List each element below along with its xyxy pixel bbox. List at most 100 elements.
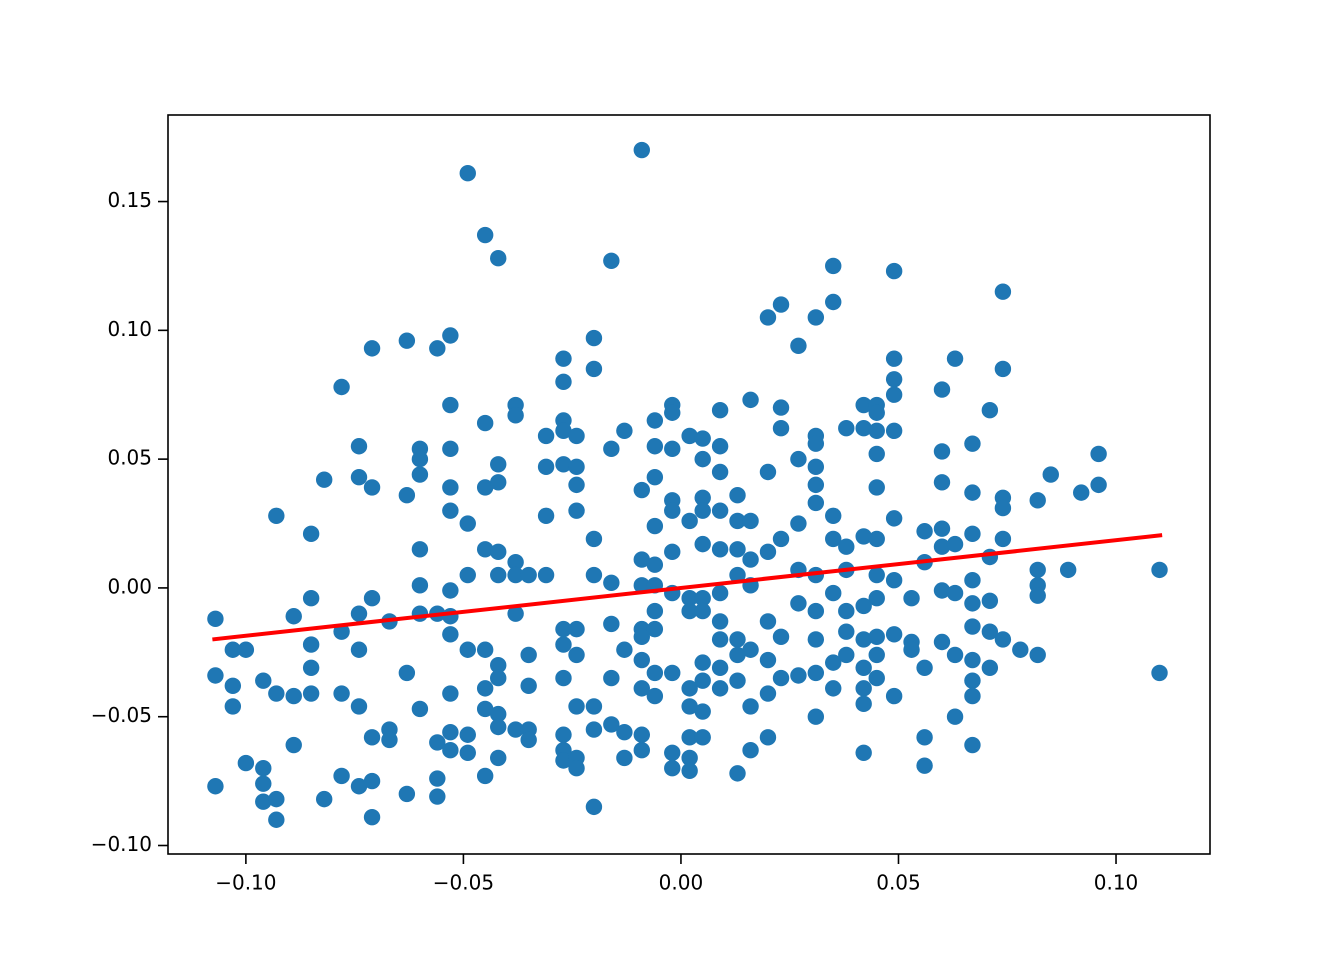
scatter-point xyxy=(555,669,572,687)
scatter-point xyxy=(994,631,1012,648)
scatter-point xyxy=(825,257,842,275)
scatter-point xyxy=(568,458,585,476)
scatter-point xyxy=(490,656,507,674)
scatter-point xyxy=(603,252,620,269)
scatter-point xyxy=(807,602,825,620)
scatter-point xyxy=(1059,561,1077,579)
scatter-point xyxy=(1029,492,1046,509)
scatter-point xyxy=(964,571,981,589)
scatter-point xyxy=(868,566,885,584)
scatter-point xyxy=(933,443,951,460)
scatter-point xyxy=(507,553,524,571)
scatter-point xyxy=(616,749,633,767)
scatter-point xyxy=(490,669,507,687)
scatter-point xyxy=(633,481,650,499)
scatter-point xyxy=(207,778,224,795)
scatter-point xyxy=(964,651,981,669)
scatter-point xyxy=(681,590,698,607)
scatter-point xyxy=(681,602,698,620)
scatter-point xyxy=(490,718,507,736)
scatter-point xyxy=(868,646,885,664)
scatter-point xyxy=(933,381,951,398)
scatter-point xyxy=(711,438,729,455)
scatter-point xyxy=(664,664,681,682)
scatter-point xyxy=(807,494,825,512)
scatter-point xyxy=(759,729,777,746)
scatter-point xyxy=(442,582,459,599)
scatter-point xyxy=(490,749,507,767)
x-tick-label: 0.05 xyxy=(876,871,921,895)
scatter-point xyxy=(633,551,650,568)
scatter-point xyxy=(442,723,459,741)
scatter-point xyxy=(585,530,603,548)
scatter-point xyxy=(646,468,664,486)
scatter-point xyxy=(1151,561,1168,579)
scatter-point xyxy=(694,489,711,506)
scatter-point xyxy=(585,798,603,816)
regression-line xyxy=(212,533,1163,642)
scatter-point xyxy=(855,631,872,648)
scatter-point xyxy=(711,541,729,558)
scatter-point xyxy=(585,566,603,584)
scatter-point xyxy=(255,775,272,792)
scatter-point xyxy=(681,512,698,530)
scatter-point xyxy=(646,620,664,638)
scatter-point xyxy=(868,479,885,496)
x-tick-label: 0.10 xyxy=(1094,871,1139,895)
scatter-point xyxy=(742,698,759,715)
scatter-point xyxy=(363,808,381,826)
scatter-point xyxy=(825,680,842,697)
scatter-point xyxy=(868,404,885,421)
scatter-point xyxy=(442,741,459,759)
scatter-point xyxy=(568,476,585,494)
scatter-point xyxy=(1029,646,1046,664)
scatter-point xyxy=(633,577,650,594)
scatter-point xyxy=(772,628,790,646)
scatter-point xyxy=(868,628,885,646)
scatter-point xyxy=(429,770,446,787)
scatter-point xyxy=(664,760,681,777)
scatter-point xyxy=(885,350,903,367)
scatter-point xyxy=(729,646,746,664)
scatter-point xyxy=(772,420,790,437)
scatter-point xyxy=(933,582,951,599)
scatter-point xyxy=(742,391,759,409)
scatter-point xyxy=(459,744,476,761)
scatter-point xyxy=(363,479,381,496)
scatter-point xyxy=(916,757,933,774)
scatter-point xyxy=(568,646,585,664)
scatter-point xyxy=(868,422,885,439)
scatter-point xyxy=(855,597,872,615)
scatter-point xyxy=(759,613,777,630)
scatter-point xyxy=(255,672,272,689)
scatter-point xyxy=(994,499,1012,517)
scatter-point xyxy=(603,669,620,687)
scatter-point xyxy=(664,502,681,519)
scatter-point xyxy=(476,414,494,432)
y-tick-label: −0.05 xyxy=(91,703,152,727)
scatter-point xyxy=(729,672,746,689)
scatter-point xyxy=(964,736,981,754)
scatter-point xyxy=(603,440,620,458)
scatter-point xyxy=(268,811,285,828)
scatter-point xyxy=(790,337,807,354)
scatter-point xyxy=(520,646,537,664)
scatter-point xyxy=(302,590,320,607)
scatter-point xyxy=(398,785,416,803)
scatter-point xyxy=(1073,484,1090,501)
scatter-point xyxy=(694,729,711,746)
scatter-point xyxy=(585,329,603,347)
scatter-point xyxy=(585,721,603,738)
scatter-point xyxy=(555,752,572,769)
scatter-point xyxy=(729,631,746,648)
scatter-point xyxy=(664,440,681,458)
scatter-point xyxy=(442,396,459,414)
scatter-point xyxy=(994,530,1012,548)
scatter-point xyxy=(885,386,903,403)
scatter-point xyxy=(664,543,681,561)
scatter-point xyxy=(603,615,620,633)
scatter-point xyxy=(694,672,711,689)
scatter-point xyxy=(398,332,416,349)
scatter-point xyxy=(729,486,746,504)
scatter-point xyxy=(981,623,999,640)
